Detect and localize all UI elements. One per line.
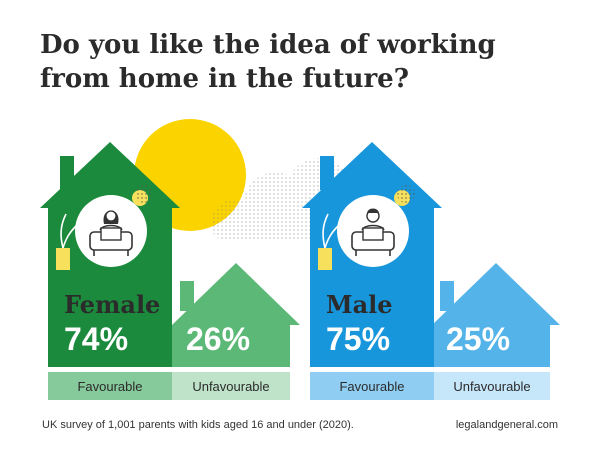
female-unfavourable-value: 26% — [186, 321, 250, 357]
female-unfavourable-label: Unfavourable — [192, 379, 269, 394]
female-unfavourable-chimney — [180, 281, 194, 311]
male-unfavourable-label: Unfavourable — [453, 379, 530, 394]
male-unfavourable-chimney — [440, 281, 454, 311]
survey-footnote: UK survey of 1,001 parents with kids age… — [42, 419, 354, 431]
plant-icon — [56, 213, 77, 270]
title-line-2: from home in the future? — [40, 64, 409, 94]
title-line-1: Do you like the idea of working — [40, 30, 496, 60]
male-favourable-label-strip — [310, 372, 434, 400]
male-unfavourable-label-strip — [434, 372, 550, 400]
male-accent-dot-pattern — [397, 185, 415, 203]
female-favourable-label-strip — [48, 372, 172, 400]
male-favourable-label: Favourable — [339, 379, 404, 394]
female-favourable-label: Favourable — [77, 379, 142, 394]
male-favourable-value: 75% — [326, 321, 390, 357]
male-person-laptop-icon — [337, 195, 409, 267]
female-accent-dot-pattern — [135, 185, 153, 203]
male-favourable-chimney — [320, 156, 334, 190]
female-favourable-chimney — [60, 156, 74, 190]
female-category-label: Female — [64, 290, 160, 319]
female-unfavourable-house — [172, 263, 300, 367]
male-unfavourable-house — [432, 263, 560, 367]
chart-title: Do you like the idea of working from hom… — [40, 28, 560, 96]
plant-icon — [318, 213, 339, 270]
source-link[interactable]: legalandgeneral.com — [455, 419, 558, 431]
male-category-label: Male — [326, 290, 393, 319]
female-person-laptop-icon — [75, 195, 147, 267]
male-unfavourable-value: 25% — [446, 321, 510, 357]
female-unfavourable-label-strip — [172, 372, 290, 400]
female-favourable-value: 74% — [64, 321, 128, 357]
